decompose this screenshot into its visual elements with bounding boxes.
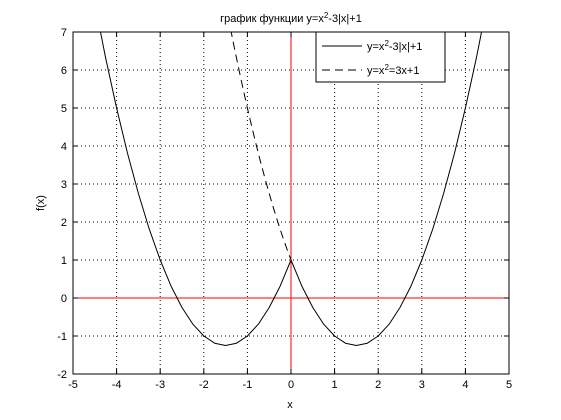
y-tick-label: 1 (61, 255, 67, 267)
legend-label-series-1: y=x2-3|x|+1 (367, 39, 422, 53)
y-tick-label: 2 (61, 217, 67, 229)
x-tick-label: 3 (419, 379, 425, 391)
y-tick-label: 4 (61, 141, 67, 153)
x-tick-label: 0 (288, 379, 294, 391)
x-tick-label: 1 (332, 379, 338, 391)
legend: y=x2-3|x|+1 y=x2=3x+1 (315, 31, 446, 83)
y-tick-label: 5 (61, 103, 67, 115)
legend-label-series-2: y=x2=3x+1 (367, 63, 419, 77)
y-axis-label: f(x) (35, 195, 47, 211)
y-tick-label: 3 (61, 179, 67, 191)
axis-ticks (72, 31, 510, 375)
x-tick-label: -2 (199, 379, 209, 391)
x-tick-label: -3 (155, 379, 165, 391)
chart-title: график функции y=x2-3|x|+1 (220, 11, 362, 25)
y-tick-label: 6 (61, 65, 67, 77)
tick-labels: -5 -4 -3 -2 -1 0 1 2 3 4 5 -2 -1 0 1 2 3 4 5 6 7 (57, 27, 512, 391)
y-tick-label: -1 (57, 331, 67, 343)
x-tick-label: 4 (462, 379, 468, 391)
y-tick-label: -2 (57, 369, 67, 381)
x-tick-label: -1 (243, 379, 253, 391)
x-tick-label: -4 (112, 379, 122, 391)
x-axis-label: x (287, 399, 293, 411)
legend-box (315, 31, 446, 83)
x-tick-label: 2 (375, 379, 381, 391)
y-tick-label: 7 (61, 27, 67, 39)
x-tick-label: -5 (68, 379, 78, 391)
series-layer (99, 32, 483, 346)
y-tick-label: 0 (61, 293, 67, 305)
reference-lines (73, 32, 509, 374)
x-tick-label: 5 (506, 379, 512, 391)
series-line-2 (230, 32, 292, 261)
plot-area: -5 -4 -3 -2 -1 0 1 2 3 4 5 -2 -1 0 1 2 3 4 5 6 7 (57, 27, 512, 391)
